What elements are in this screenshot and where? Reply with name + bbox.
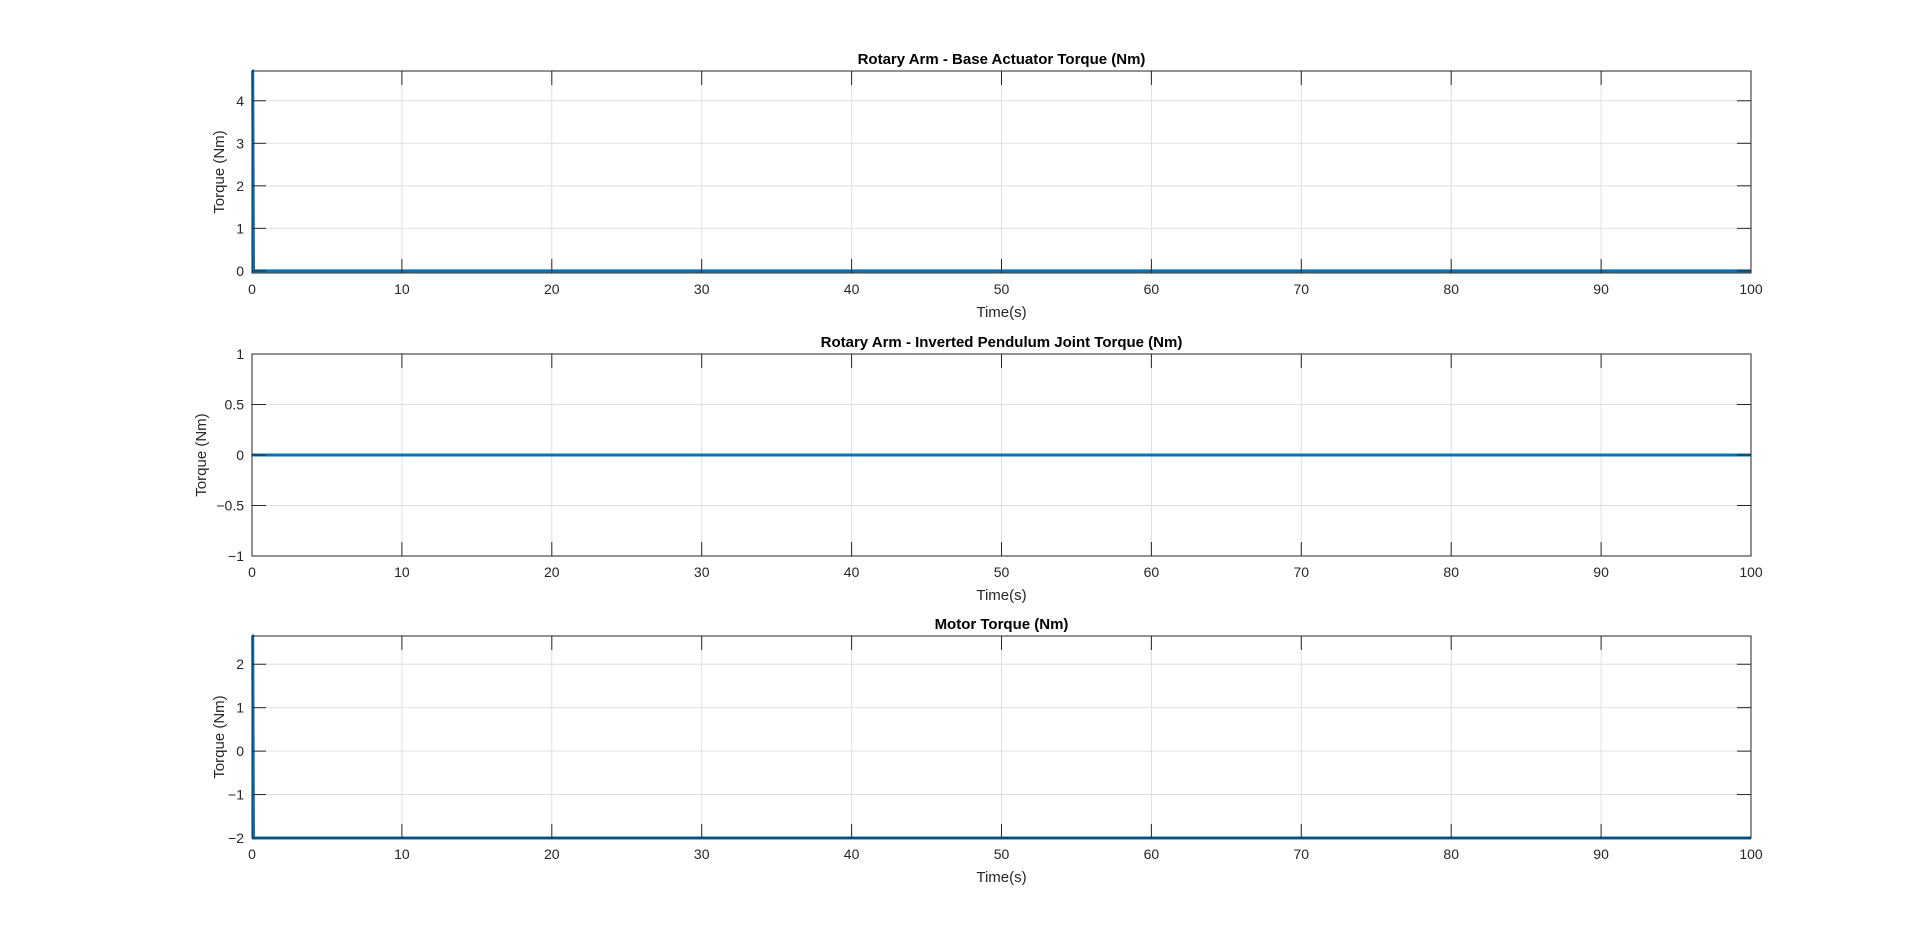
y-tick-label: −1 — [228, 548, 244, 564]
x-tick-label: 80 — [1443, 564, 1459, 580]
chart-title: Motor Torque (Nm) — [935, 616, 1069, 633]
x-tick-label: 90 — [1593, 564, 1609, 580]
subplot-1: 0 10 20 30 40 50 60 70 80 90 100 0 1 2 3 4 Rotary Arm - … — [211, 51, 1763, 321]
y-tick-label: 1 — [236, 220, 244, 236]
subplot-2: 0 10 20 30 40 50 60 70 80 90 100 −1 −0.5 0 0.5 1 Rotary … — [193, 334, 1763, 604]
x-tick-label: 20 — [544, 846, 560, 862]
x-tick-label: 80 — [1443, 846, 1459, 862]
x-tick-label: 40 — [844, 564, 860, 580]
y-tick-label: 0 — [236, 263, 244, 279]
x-tick-label: 30 — [694, 281, 710, 297]
y-tick-label: 4 — [236, 93, 244, 109]
x-tick-label: 20 — [544, 564, 560, 580]
chart-title: Rotary Arm - Inverted Pendulum Joint Tor… — [821, 334, 1183, 351]
x-tick-label: 60 — [1144, 281, 1160, 297]
x-tick-label: 0 — [248, 846, 256, 862]
y-tick-label: −0.5 — [216, 498, 244, 514]
x-tick-label: 100 — [1739, 564, 1763, 580]
x-axis-label: Time(s) — [976, 304, 1026, 321]
x-tick-label: 10 — [394, 281, 410, 297]
y-tick-label: −1 — [228, 787, 244, 803]
x-tick-label: 50 — [994, 846, 1010, 862]
x-tick-label: 100 — [1739, 846, 1763, 862]
x-tick-label: 10 — [394, 564, 410, 580]
y-tick-label: 1 — [236, 700, 244, 716]
x-tick-label: 40 — [844, 281, 860, 297]
x-tick-label: 50 — [994, 281, 1010, 297]
y-tick-label: 1 — [236, 346, 244, 362]
y-tick-label: 2 — [236, 656, 244, 672]
x-tick-label: 40 — [844, 846, 860, 862]
x-tick-label: 60 — [1144, 846, 1160, 862]
x-tick-label: 0 — [248, 281, 256, 297]
x-tick-label: 70 — [1294, 281, 1310, 297]
x-tick-label: 30 — [694, 846, 710, 862]
x-axis-label: Time(s) — [976, 869, 1026, 886]
x-tick-label: 60 — [1144, 564, 1160, 580]
x-tick-label: 70 — [1294, 846, 1310, 862]
x-tick-label: 0 — [248, 564, 256, 580]
y-tick-label: 0.5 — [225, 397, 245, 413]
chart-title: Rotary Arm - Base Actuator Torque (Nm) — [858, 51, 1146, 68]
x-tick-label: 20 — [544, 281, 560, 297]
y-axis-label: Torque (Nm) — [211, 130, 228, 213]
y-tick-label: −2 — [228, 830, 244, 846]
x-axis-label: Time(s) — [976, 587, 1026, 604]
x-tick-label: 30 — [694, 564, 710, 580]
y-tick-label: 0 — [236, 743, 244, 759]
y-tick-label: 2 — [236, 178, 244, 194]
x-tick-label: 90 — [1593, 846, 1609, 862]
x-tick-label: 70 — [1294, 564, 1310, 580]
y-axis-label: Torque (Nm) — [211, 695, 228, 778]
y-tick-label: 3 — [236, 135, 244, 151]
x-tick-label: 10 — [394, 846, 410, 862]
x-tick-label: 80 — [1443, 281, 1459, 297]
x-tick-label: 50 — [994, 564, 1010, 580]
y-axis-label: Torque (Nm) — [193, 413, 210, 496]
x-tick-label: 90 — [1593, 281, 1609, 297]
y-tick-label: 0 — [236, 447, 244, 463]
subplot-3: 0 10 20 30 40 50 60 70 80 90 100 −2 −1 0 1 2 Motor Torqu… — [211, 616, 1763, 886]
x-tick-label: 100 — [1739, 281, 1763, 297]
